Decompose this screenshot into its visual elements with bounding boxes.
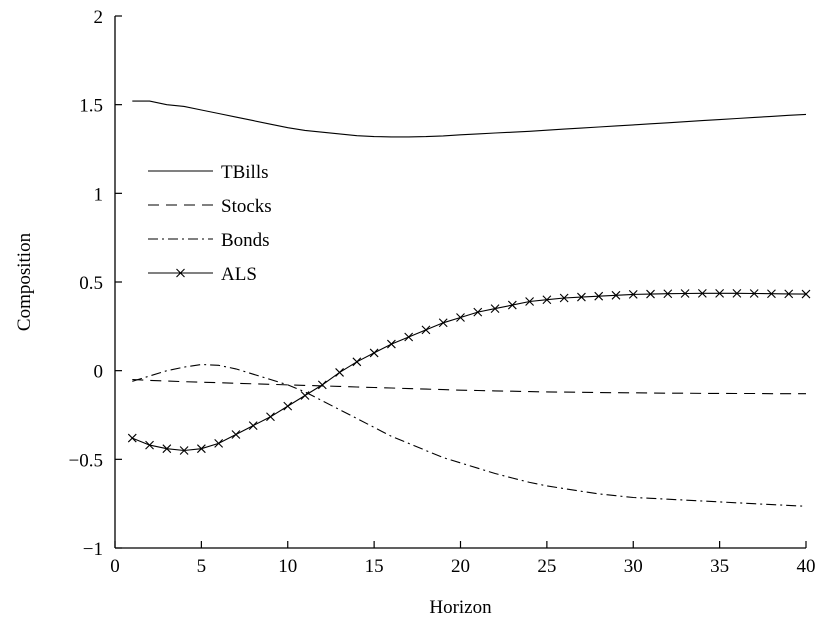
x-tick-label: 0 [110,556,120,577]
series-point-als [231,430,241,439]
legend-label-tbills: TBills [221,162,269,183]
series-point-als [335,368,344,377]
x-tick-label: 30 [624,556,643,577]
y-tick-label: 0 [94,362,104,383]
x-axis-label: Horizon [429,597,492,618]
series-line-bonds [132,363,807,507]
series-point-als [214,438,224,448]
series-point-als [145,440,154,450]
series-point-als [369,348,379,358]
series-point-als [767,289,776,299]
x-tick-label: 15 [365,556,384,577]
series-point-als [577,292,586,302]
y-tick-label: 0.5 [79,273,103,294]
x-tick-label: 25 [537,556,556,577]
series-line-stocks [132,378,806,395]
legend-marker-als [176,268,185,278]
series-point-als [179,446,189,455]
series-point-als [628,290,638,299]
series-point-als [594,291,604,301]
series-point-als [387,339,396,349]
y-tick-label: 1.5 [79,96,103,117]
series-layer [127,100,811,507]
series-point-als [749,289,759,298]
series-point-als [697,288,707,298]
y-tick-label: −0.5 [69,450,103,471]
legend: TBills Stocks Bonds ALS [148,162,272,285]
series-point-als [456,313,465,322]
series-point-als [300,391,310,400]
series-point-als [507,300,517,310]
x-tick-label: 35 [710,556,729,577]
series-point-als [404,332,414,342]
series-line-als [132,292,807,452]
x-tick-label: 10 [278,556,297,577]
y-axis-label: Composition [14,232,35,331]
ticks: 0 5 10 15 20 25 30 35 40 −1 −0.5 0 0.5 1 1.5 2 [69,7,816,577]
legend-label-als: ALS [221,264,257,285]
y-tick-label: 1 [94,184,104,205]
series-point-als [680,289,690,298]
series-point-als [646,289,655,299]
series-point-als [559,293,569,303]
series-point-als [784,289,794,299]
series-point-als [715,288,725,298]
y-tick-label: −1 [83,539,103,560]
series-line-tbills [132,100,807,138]
series-point-als [663,289,673,299]
x-tick-label: 5 [197,556,207,577]
series-point-als [732,288,742,298]
series-point-als [611,290,621,300]
series-point-als [352,357,362,367]
series-point-als [438,318,448,328]
series-point-als [542,295,552,305]
axes [114,16,806,549]
legend-label-bonds: Bonds [221,230,270,251]
y-tick-label: 2 [94,7,104,28]
x-tick-label: 40 [797,556,816,577]
series-point-als [248,421,258,431]
series-point-als [266,412,275,422]
series-point-als [525,297,534,306]
series-point-als [196,444,206,454]
x-tick-label: 20 [451,556,470,577]
series-point-als [490,304,500,313]
series-point-als [162,444,172,454]
legend-label-stocks: Stocks [221,196,272,217]
series-point-als [127,433,137,443]
series-point-als [317,380,327,390]
series-point-als [801,289,811,299]
series-point-als [421,325,431,335]
series-point-als [283,401,293,411]
series-point-als [473,307,483,317]
